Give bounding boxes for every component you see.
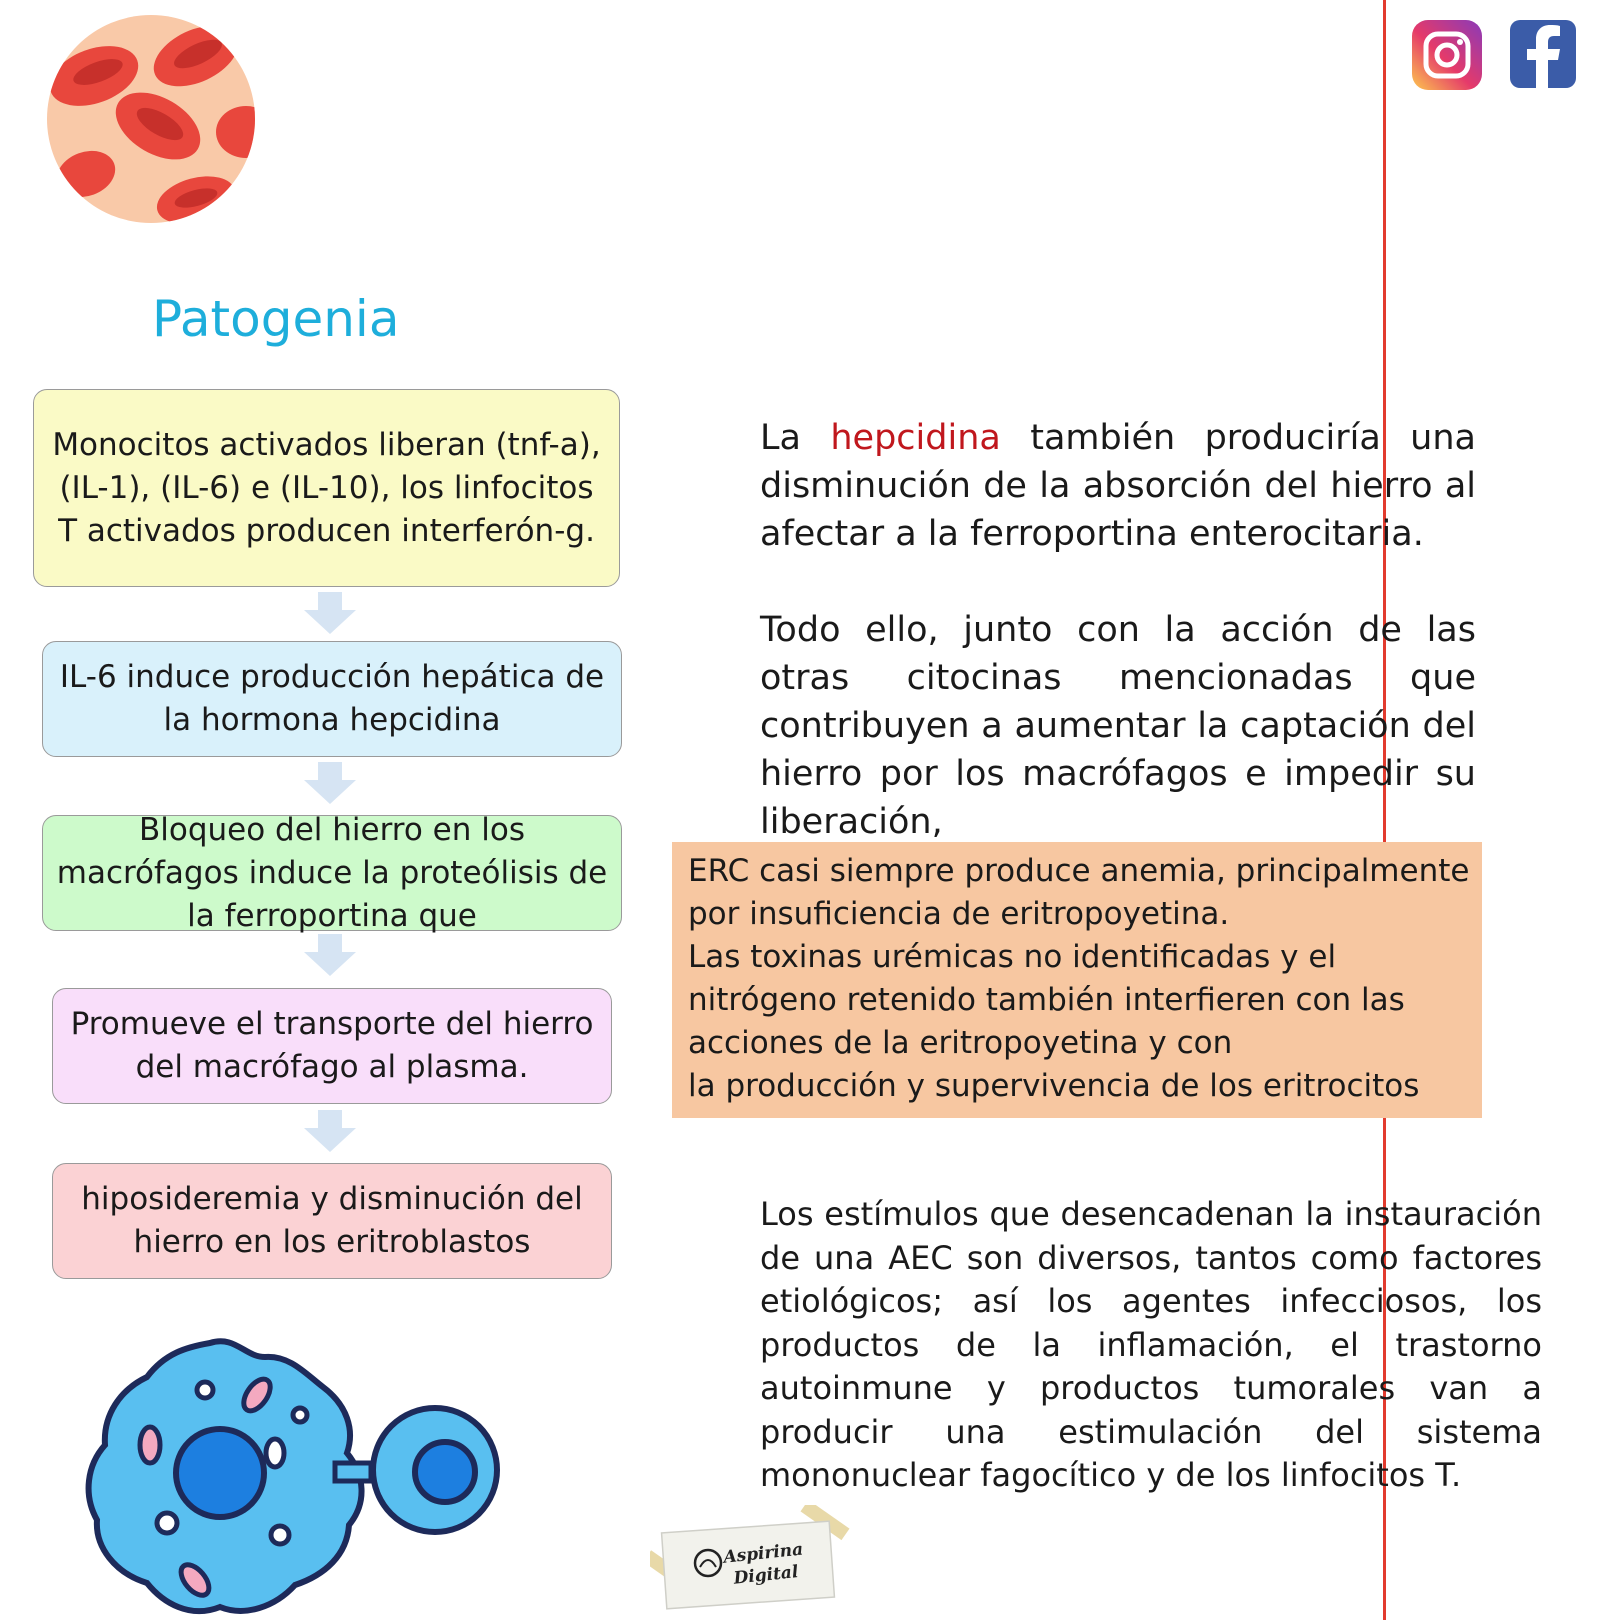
paragraph-cytokines: Todo ello, junto con la acción de las ot… (760, 610, 1476, 842)
flow-box-text: Promueve el transporte del hierro del ma… (70, 1006, 594, 1085)
flow-box-hepcidin: IL-6 induce producción hepática de la ho… (42, 641, 622, 757)
blood-cells-icon (47, 15, 255, 223)
erc-line: ERC casi siempre produce anemia, princip… (688, 853, 1470, 889)
flow-box-cytokines: Monocitos activados liberan (tnf-a), (IL… (33, 389, 620, 587)
flow-box-iron-block: Bloqueo del hierro en los macrófagos ind… (42, 812, 622, 934)
erc-line: por insuficiencia de eritropoyetina. (688, 896, 1230, 932)
flow-box-text: Monocitos activados liberan (tnf-a), (IL… (52, 426, 601, 549)
erc-note-box: ERC casi siempre produce anemia, princip… (672, 842, 1482, 1118)
margin-line (1383, 0, 1386, 1620)
flow-box-text: Bloqueo del hierro en los macrófagos ind… (56, 811, 608, 934)
paragraph-stimuli: Los estímulos que desencadenan la instau… (760, 1195, 1542, 1494)
paragraph-text: La (760, 418, 831, 458)
flow-box-hyposideremia: hiposideremia y disminución del hierro e… (52, 1163, 612, 1279)
flow-box-text: IL-6 induce producción hepática de la ho… (59, 659, 605, 738)
down-arrow-icon (304, 1110, 356, 1152)
down-arrow-icon (304, 592, 356, 634)
macrophage-lymphocyte-icon (85, 1338, 500, 1615)
flow-box-transport: Promueve el transporte del hierro del ma… (52, 988, 612, 1104)
down-arrow-icon (304, 934, 356, 976)
facebook-icon[interactable] (1508, 18, 1578, 90)
erc-line: acciones de la eritropoyetina y con (688, 1025, 1233, 1061)
erc-line: nitrógeno retenido también interfieren c… (688, 982, 1405, 1018)
flow-box-text: hiposideremia y disminución del hierro e… (81, 1181, 583, 1260)
erc-line: la producción y supervivencia de los eri… (688, 1068, 1420, 1104)
paragraph-hepcidin: La hepcidina también produciría una dism… (760, 414, 1476, 558)
page-title: Patogenia (152, 290, 400, 348)
erc-line: Las toxinas urémicas no identificadas y … (688, 939, 1337, 975)
instagram-icon[interactable] (1410, 18, 1484, 92)
aspirina-digital-logo: Aspirina Digital (650, 1505, 850, 1610)
paragraph-text: también produciría una disminución de la… (760, 418, 1476, 554)
down-arrow-icon (304, 762, 356, 804)
highlight-hepcidin: hepcidina (830, 418, 1001, 458)
